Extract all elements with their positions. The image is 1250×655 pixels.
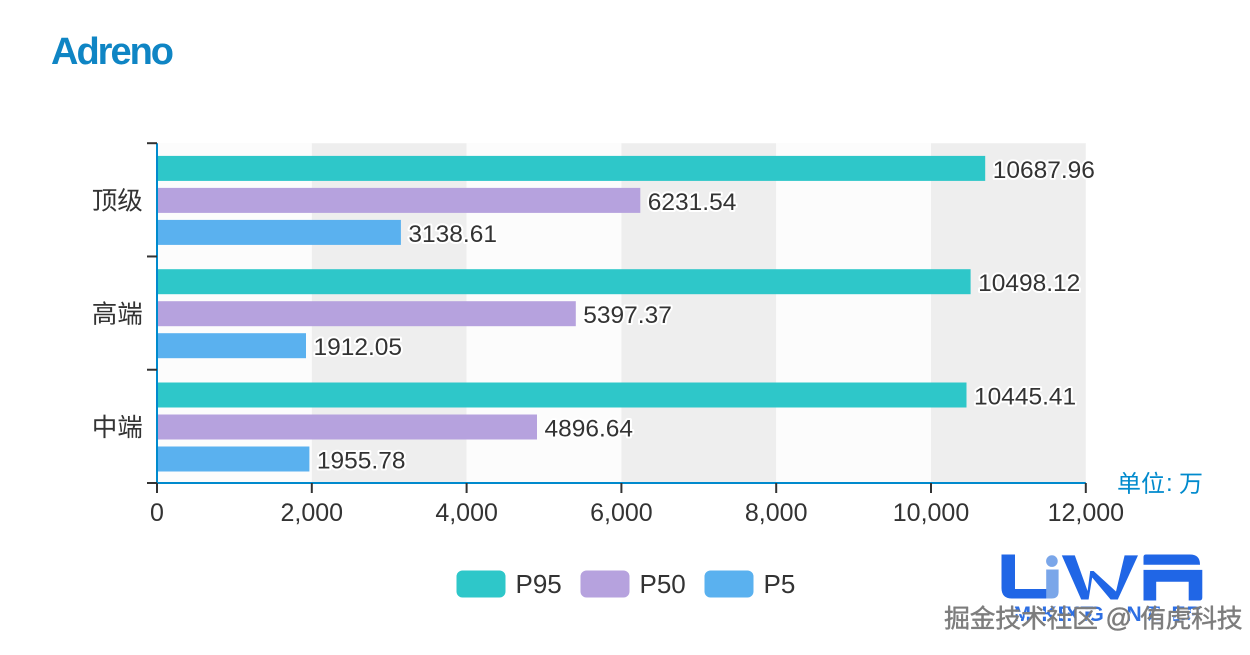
svg-text::: :: [1166, 470, 1173, 497]
svg-text:10445.41: 10445.41: [974, 383, 1076, 410]
svg-text:P5: P5: [764, 569, 796, 599]
svg-text:P95: P95: [516, 569, 562, 599]
svg-text:@: @: [1106, 603, 1132, 633]
svg-text:1912.05: 1912.05: [314, 334, 403, 361]
svg-text:M: M: [1014, 603, 1033, 626]
svg-text:2,000: 2,000: [281, 499, 344, 527]
svg-text:5397.37: 5397.37: [583, 302, 672, 329]
svg-text:12,000: 12,000: [1048, 499, 1124, 527]
svg-text:0: 0: [150, 499, 164, 527]
svg-text:4,000: 4,000: [435, 499, 498, 527]
svg-text:10498.12: 10498.12: [978, 270, 1080, 297]
svg-text:10687.96: 10687.96: [993, 157, 1095, 184]
svg-text:6,000: 6,000: [590, 499, 653, 527]
svg-text:1955.78: 1955.78: [317, 447, 406, 474]
svg-text:3138.61: 3138.61: [408, 221, 497, 248]
svg-text:10,000: 10,000: [893, 499, 969, 527]
svg-text:4896.64: 4896.64: [545, 415, 634, 442]
svg-text:N: N: [1127, 603, 1143, 626]
svg-text:P50: P50: [640, 569, 686, 599]
svg-text:8,000: 8,000: [745, 499, 808, 527]
svg-text:Adreno: Adreno: [51, 31, 173, 73]
svg-text:6231.54: 6231.54: [648, 189, 737, 216]
svg-text:@: @: [1108, 605, 1134, 635]
